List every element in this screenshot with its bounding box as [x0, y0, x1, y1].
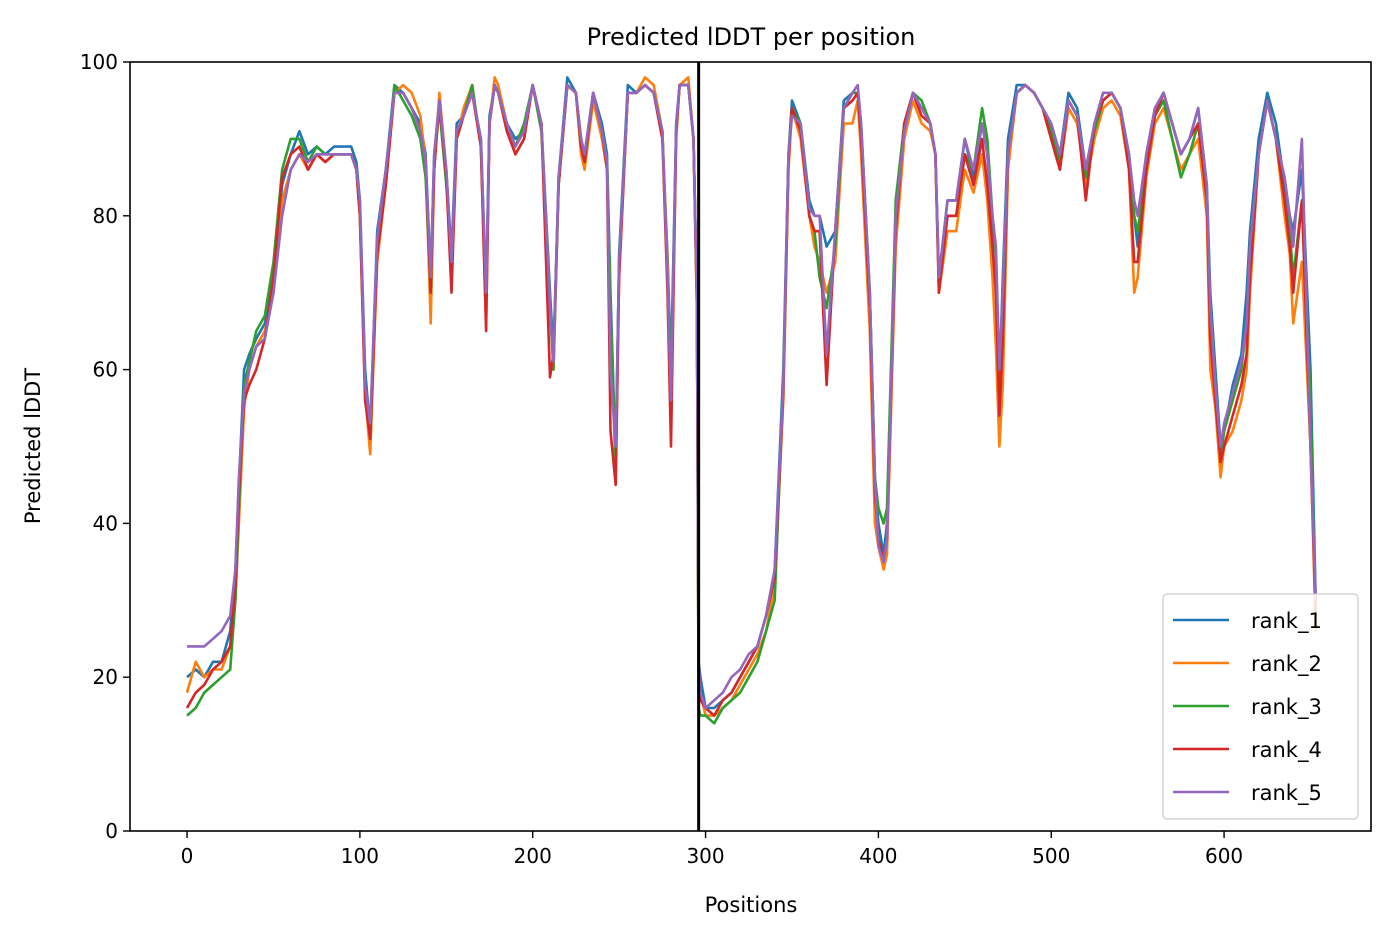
y-axis-label: Predicted lDDT	[21, 368, 45, 524]
y-tick-label: 0	[105, 819, 118, 843]
x-axis: 0 100 200 300 400 500 600	[181, 831, 1243, 868]
plot-area	[129, 61, 1372, 832]
legend-label-rank-1: rank_1	[1251, 609, 1322, 634]
legend-label-rank-3: rank_3	[1251, 695, 1322, 720]
y-axis: 0 20 40 60 80 100	[80, 50, 130, 843]
y-tick-label: 60	[93, 358, 118, 382]
x-tick-label: 200	[514, 844, 552, 868]
legend-label-rank-2: rank_2	[1251, 652, 1322, 677]
x-tick-label: 400	[859, 844, 897, 868]
series-lines	[185, 76, 1317, 725]
y-tick-label: 100	[80, 50, 118, 74]
chart-title: Predicted lDDT per position	[587, 23, 916, 51]
series-line-rank-4	[185, 83, 1317, 717]
x-tick-label: 100	[341, 844, 379, 868]
legend: rank_1 rank_2 rank_3 rank_4 rank_5	[1162, 593, 1359, 820]
y-tick-label: 40	[93, 511, 118, 535]
x-tick-label: 500	[1032, 844, 1070, 868]
x-axis-label: Positions	[705, 893, 798, 917]
x-tick-label: 300	[686, 844, 724, 868]
series-line-rank-5	[187, 83, 1317, 710]
plot-frame	[129, 61, 1372, 832]
y-tick-label: 20	[93, 665, 118, 689]
y-tick-label: 80	[93, 204, 118, 228]
x-tick-label: 0	[181, 844, 194, 868]
legend-label-rank-5: rank_5	[1251, 781, 1322, 806]
x-tick-label: 600	[1205, 844, 1243, 868]
legend-box	[1162, 593, 1359, 820]
legend-label-rank-4: rank_4	[1251, 738, 1322, 763]
